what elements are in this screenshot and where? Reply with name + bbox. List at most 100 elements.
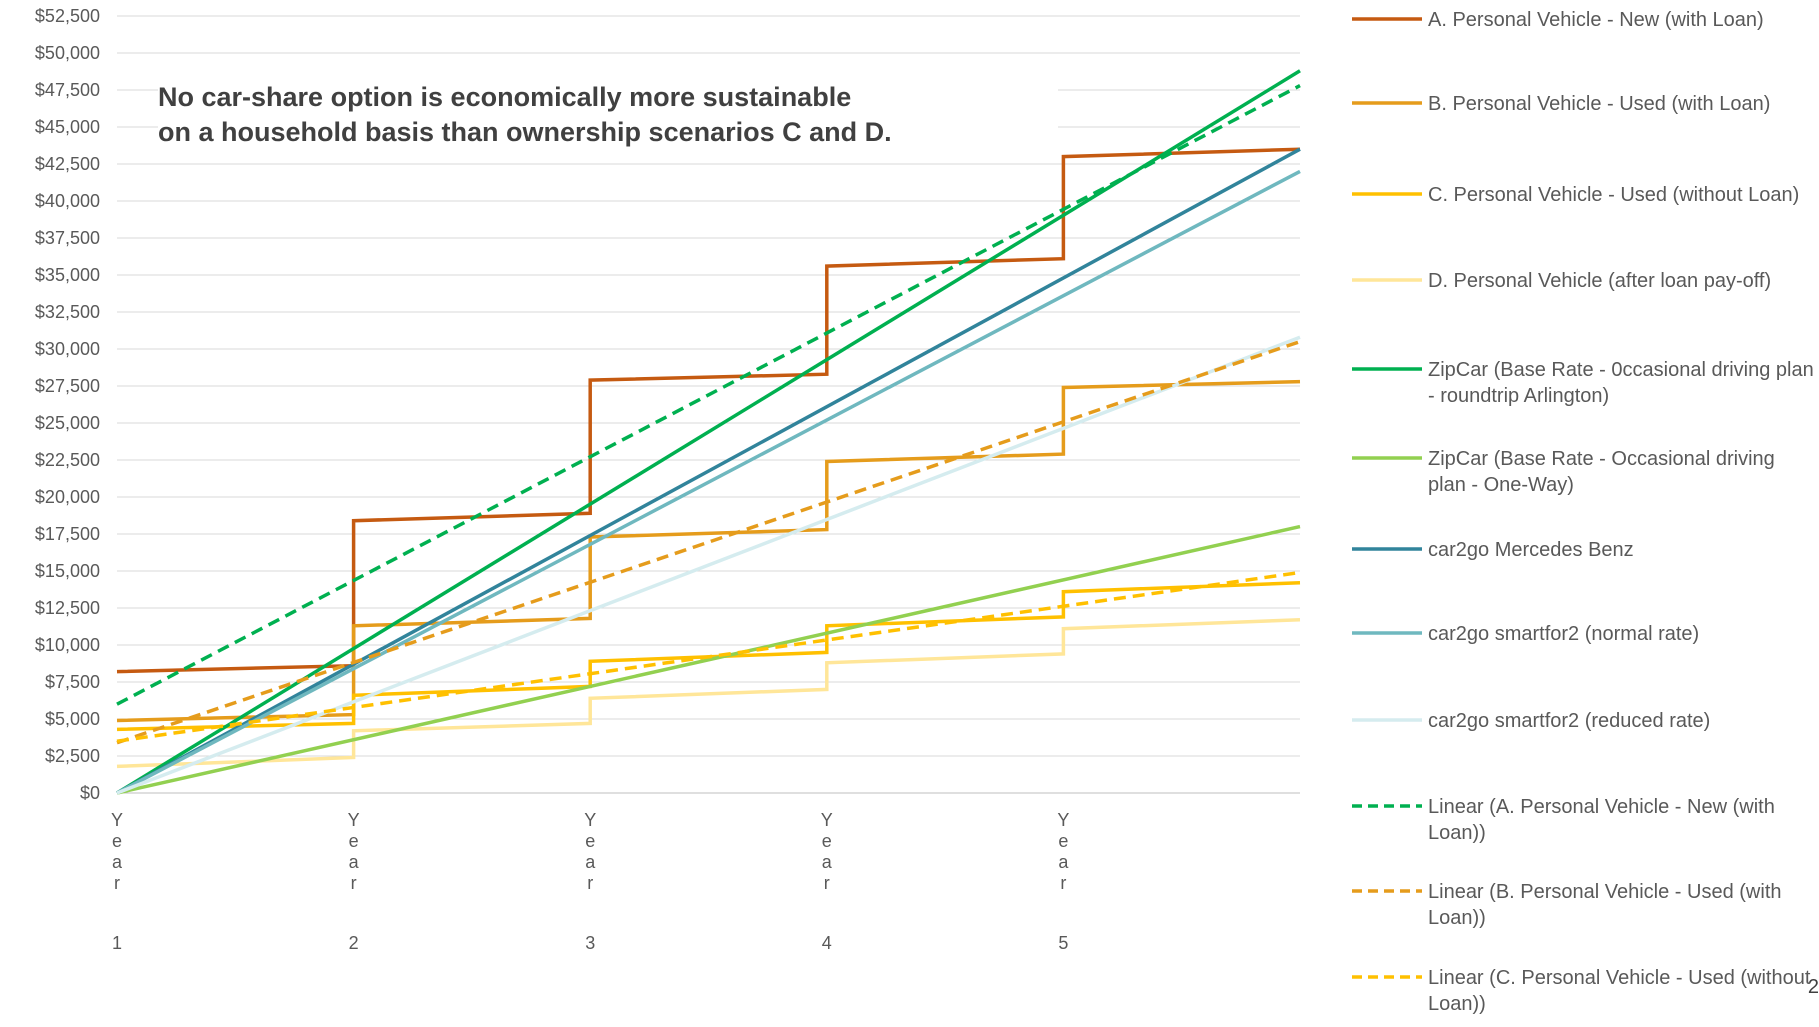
y-tick-label: $2,500 — [45, 746, 100, 766]
chart-legend: A. Personal Vehicle - New (with Loan) B. … — [1350, 0, 1819, 1015]
legend-swatch — [1352, 975, 1422, 979]
legend-item: Linear (C. Personal Vehicle - Used (with… — [1350, 965, 1819, 1027]
y-tick-label: $45,000 — [35, 117, 100, 137]
svg-text:5: 5 — [1058, 933, 1068, 953]
y-tick-label: $27,500 — [35, 376, 100, 396]
svg-text:r: r — [824, 873, 830, 893]
svg-text:1: 1 — [112, 933, 122, 953]
series-line-12 — [116, 570, 1301, 743]
svg-text:a: a — [822, 852, 833, 872]
y-tick-label: $0 — [80, 783, 100, 803]
y-tick-label: $5,000 — [45, 709, 100, 729]
y-tick-label: $35,000 — [35, 265, 100, 285]
legend-swatch — [1352, 889, 1422, 893]
annotation-line-2: on a household basis than ownership scen… — [158, 117, 892, 147]
legend-swatch — [1352, 367, 1422, 371]
legend-label: A. Personal Vehicle - New (with Loan) — [1428, 9, 1764, 31]
legend-label: Linear (B. Personal Vehicle - Used (with… — [1428, 881, 1782, 929]
svg-text:r: r — [114, 873, 120, 893]
legend-item: Linear (B. Personal Vehicle - Used (with… — [1350, 879, 1819, 941]
legend-swatch — [1352, 631, 1422, 635]
legend-label: car2go smartfor2 (normal rate) — [1428, 623, 1700, 645]
legend-swatch — [1352, 192, 1422, 196]
legend-swatch — [1352, 278, 1422, 282]
series-line-4 — [116, 618, 1301, 769]
y-tick-label: $25,000 — [35, 413, 100, 433]
annotation-line-1: No car-share option is economically more… — [158, 82, 852, 112]
y-tick-label: $17,500 — [35, 524, 100, 544]
legend-label: C. Personal Vehicle - Used (without Loan… — [1428, 184, 1800, 206]
y-tick-label: $37,500 — [35, 228, 100, 248]
series-line-8 — [116, 169, 1301, 795]
legend-label: car2go smartfor2 (reduced rate) — [1428, 710, 1711, 732]
svg-text:4: 4 — [822, 933, 832, 953]
svg-text:e: e — [822, 831, 832, 851]
legend-label: ZipCar (Base Rate - Occasional driving p… — [1428, 448, 1775, 496]
legend-item: ZipCar (Base Rate - Occasional driving p… — [1350, 446, 1819, 508]
svg-text:r: r — [1060, 873, 1066, 893]
legend-item: D. Personal Vehicle (after loan pay-off) — [1350, 268, 1819, 330]
y-tick-label: $30,000 — [35, 339, 100, 359]
svg-text:Y: Y — [111, 810, 123, 830]
y-tick-label: $12,500 — [35, 598, 100, 618]
page-number: 2 — [1807, 976, 1819, 998]
y-tick-label: $15,000 — [35, 561, 100, 581]
svg-text:Y: Y — [1057, 810, 1069, 830]
svg-text:a: a — [1058, 852, 1069, 872]
legend-label: B. Personal Vehicle - Used (with Loan) — [1428, 93, 1771, 115]
series-line-1 — [116, 147, 1301, 674]
legend-swatch — [1352, 17, 1422, 21]
y-tick-label: $42,500 — [35, 154, 100, 174]
y-tick-label: $32,500 — [35, 302, 100, 322]
svg-text:Y: Y — [348, 810, 360, 830]
series-line-10 — [116, 84, 1301, 706]
svg-text:e: e — [1058, 831, 1068, 851]
legend-label: D. Personal Vehicle (after loan pay-off) — [1428, 270, 1772, 292]
legend-label: Linear (A. Personal Vehicle - New (with … — [1428, 796, 1775, 844]
y-tick-label: $50,000 — [35, 43, 100, 63]
svg-text:a: a — [349, 852, 360, 872]
legend-swatch — [1352, 804, 1422, 808]
y-tick-label: $20,000 — [35, 487, 100, 507]
y-tick-label: $40,000 — [35, 191, 100, 211]
legend-label: car2go Mercedes Benz — [1428, 539, 1634, 561]
series-line-7 — [116, 147, 1301, 795]
y-tick-label: $7,500 — [45, 672, 100, 692]
series-line-5 — [116, 69, 1301, 795]
svg-text:2: 2 — [349, 933, 359, 953]
y-tick-label: $52,500 — [35, 6, 100, 26]
svg-text:Y: Y — [821, 810, 833, 830]
legend-item: car2go smartfor2 (normal rate) — [1350, 621, 1819, 683]
legend-label: Linear (C. Personal Vehicle - Used (with… — [1428, 967, 1811, 1015]
series-line-9 — [116, 335, 1301, 795]
legend-item: A. Personal Vehicle - New (with Loan) — [1350, 7, 1819, 69]
svg-text:e: e — [112, 831, 122, 851]
legend-swatch — [1352, 101, 1422, 105]
svg-text:e: e — [585, 831, 595, 851]
legend-item: B. Personal Vehicle - Used (with Loan) — [1350, 91, 1819, 153]
legend-label: ZipCar (Base Rate - 0ccasional driving p… — [1428, 359, 1814, 407]
svg-text:a: a — [585, 852, 596, 872]
svg-text:e: e — [349, 831, 359, 851]
y-tick-label: $47,500 — [35, 80, 100, 100]
svg-text:a: a — [112, 852, 123, 872]
legend-item: ZipCar (Base Rate - 0ccasional driving p… — [1350, 357, 1819, 419]
legend-swatch — [1352, 547, 1422, 551]
series-line-6 — [116, 524, 1301, 795]
svg-text:Y: Y — [584, 810, 596, 830]
line-chart: $0 $2,500 $5,000 $7,500 $10,000 $12,500 $15,00… — [35, 6, 1301, 953]
legend-swatch — [1352, 456, 1422, 460]
svg-text:r: r — [351, 873, 357, 893]
y-tick-label: $10,000 — [35, 635, 100, 655]
chart-annotation: No car-share option is economically more… — [158, 80, 1058, 150]
legend-item: car2go Mercedes Benz — [1350, 537, 1819, 599]
legend-item: car2go smartfor2 (reduced rate) — [1350, 708, 1819, 770]
svg-text:r: r — [587, 873, 593, 893]
legend-item: C. Personal Vehicle - Used (without Loan… — [1350, 182, 1819, 244]
legend-swatch — [1352, 718, 1422, 722]
